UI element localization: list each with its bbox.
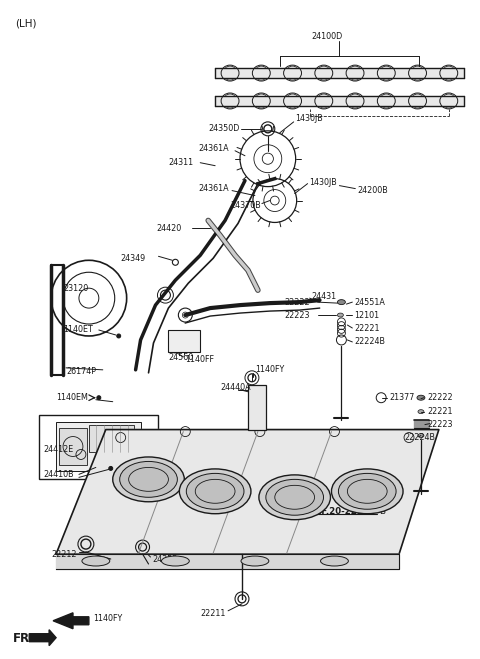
Polygon shape (56, 554, 399, 569)
Ellipse shape (241, 556, 269, 566)
Text: (LH): (LH) (15, 18, 37, 28)
Ellipse shape (186, 473, 244, 509)
Text: 24560: 24560 (168, 353, 193, 362)
Text: 22222: 22222 (285, 298, 311, 306)
Ellipse shape (417, 395, 425, 400)
Text: 22224B: 22224B (404, 433, 435, 442)
Text: 26174P: 26174P (66, 367, 96, 376)
Bar (168, 330, 200, 352)
Text: 1430JB: 1430JB (310, 178, 337, 187)
Ellipse shape (338, 473, 396, 509)
Text: 22221: 22221 (427, 407, 453, 416)
Text: 1140FY: 1140FY (255, 365, 284, 374)
Ellipse shape (337, 300, 346, 304)
Text: REF.20-221: REF.20-221 (310, 507, 363, 516)
Polygon shape (56, 430, 439, 554)
Text: 21377: 21377 (389, 393, 415, 402)
Text: 22212: 22212 (51, 550, 77, 559)
Text: 24410B: 24410B (43, 470, 74, 479)
Circle shape (96, 465, 100, 469)
Ellipse shape (332, 469, 403, 514)
Bar (39, 415, 158, 479)
Text: 24412E: 24412E (43, 445, 73, 454)
Ellipse shape (337, 313, 343, 317)
Ellipse shape (82, 556, 110, 566)
Text: 24350D: 24350D (208, 125, 240, 133)
Text: 24431: 24431 (312, 292, 336, 301)
Circle shape (293, 498, 297, 501)
Ellipse shape (418, 410, 424, 414)
Circle shape (172, 349, 176, 353)
Text: 22223: 22223 (285, 310, 310, 320)
Text: 1140FF: 1140FF (185, 355, 214, 364)
Ellipse shape (266, 479, 324, 515)
Text: 24361A: 24361A (198, 144, 229, 154)
Text: B: B (379, 507, 385, 516)
Polygon shape (414, 420, 429, 428)
Text: 22224B: 22224B (354, 337, 385, 347)
Polygon shape (29, 630, 56, 646)
Text: 24355: 24355 (153, 554, 178, 563)
Text: 22211: 22211 (200, 610, 226, 618)
Polygon shape (215, 68, 464, 78)
Text: 24349: 24349 (120, 254, 146, 263)
Text: 22223: 22223 (427, 420, 453, 429)
Bar (89, 424, 133, 453)
Text: 1140ET: 1140ET (63, 326, 93, 335)
Ellipse shape (120, 461, 178, 498)
Circle shape (97, 395, 101, 400)
Bar (248, 385, 266, 430)
Ellipse shape (180, 469, 251, 514)
Text: 24551A: 24551A (354, 298, 385, 306)
Circle shape (117, 334, 120, 338)
Ellipse shape (113, 457, 184, 501)
Bar (56, 422, 141, 471)
Ellipse shape (259, 475, 330, 520)
Text: 24370B: 24370B (230, 201, 261, 210)
Text: 24361A: 24361A (198, 184, 229, 193)
Text: 1140EM: 1140EM (56, 393, 88, 402)
Text: 24100D: 24100D (312, 32, 343, 41)
Ellipse shape (418, 434, 424, 438)
Text: 24420: 24420 (156, 224, 182, 233)
Text: 24440A: 24440A (220, 384, 251, 392)
Ellipse shape (161, 556, 189, 566)
Text: 12101: 12101 (354, 310, 380, 320)
Text: FR.: FR. (13, 632, 36, 645)
Text: 1140FY: 1140FY (93, 614, 122, 623)
Text: 23120: 23120 (63, 283, 88, 293)
Text: 24200B: 24200B (357, 186, 388, 195)
Polygon shape (215, 96, 464, 106)
Text: 24311: 24311 (168, 158, 193, 167)
Text: 22221: 22221 (354, 324, 380, 333)
Ellipse shape (321, 556, 348, 566)
Circle shape (109, 467, 113, 471)
Text: 1430JB: 1430JB (295, 115, 323, 123)
Bar (59, 428, 87, 465)
Polygon shape (53, 613, 89, 629)
Text: 22222: 22222 (427, 393, 453, 402)
